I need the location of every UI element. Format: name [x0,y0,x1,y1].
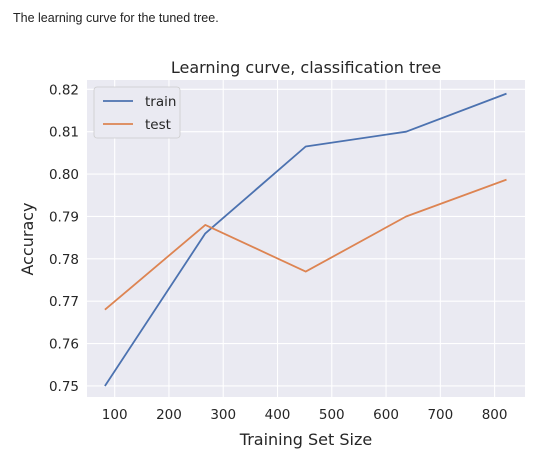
x-tick-label: 100 [102,407,128,423]
chart-title: Learning curve, classification tree [171,58,441,77]
y-tick-label: 0.78 [49,252,79,268]
y-tick-label: 0.77 [49,294,79,310]
x-tick-labels: 100 200 300 400 500 600 700 800 [102,407,508,423]
x-tick-label: 400 [265,407,291,423]
series-lines [104,92,507,387]
x-tick-label: 300 [210,407,236,423]
y-tick-label: 0.79 [49,209,79,225]
legend-box [93,86,181,139]
grid-lines [87,80,525,397]
series-line-train [104,92,507,387]
figure-caption: The learning curve for the tuned tree. [13,11,219,25]
x-tick-label: 600 [373,407,399,423]
y-tick-label: 0.76 [49,337,79,353]
x-axis-label: Training Set Size [239,430,372,449]
y-tick-label: 0.80 [49,167,79,183]
x-tick-label: 700 [427,407,453,423]
series-line-test [104,178,507,311]
x-tick-label: 500 [319,407,345,423]
y-tick-label: 0.82 [49,82,79,98]
legend-label-test: test [145,117,171,133]
x-tick-label: 200 [156,407,182,423]
y-tick-label: 0.75 [49,379,79,395]
x-tick-label: 800 [482,407,508,423]
y-tick-label: 0.81 [49,125,79,141]
y-tick-labels: 0.75 0.76 0.77 0.78 0.79 0.80 0.81 0.82 [49,82,79,395]
y-axis-label: Accuracy [18,202,37,275]
legend-label-train: train [145,94,176,110]
legend: train test [93,86,181,139]
